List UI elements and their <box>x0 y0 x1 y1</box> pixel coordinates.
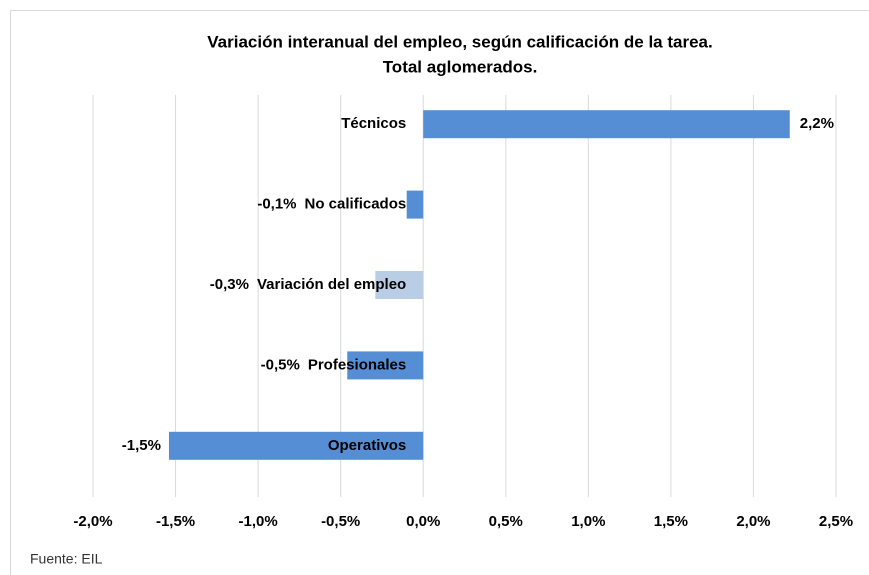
value-label: -0,1% <box>257 196 296 213</box>
x-tick-label: 0,0% <box>406 513 440 530</box>
chart-border <box>10 10 869 575</box>
bar <box>168 431 424 460</box>
x-tick-label: 2,5% <box>819 513 853 530</box>
bar <box>423 110 790 139</box>
bar <box>347 351 424 380</box>
chart-title: Total aglomerados. <box>383 57 538 76</box>
value-label: -0,5% <box>261 356 300 373</box>
source-note: Fuente: EIL <box>30 551 103 567</box>
category-label: Variación del empleo <box>257 276 406 293</box>
category-label: Técnicos <box>341 115 406 132</box>
x-tick-label: -1,0% <box>239 513 278 530</box>
value-label: -0,3% <box>210 276 249 293</box>
category-label: Profesionales <box>308 356 406 373</box>
x-tick-label: -1,5% <box>156 513 195 530</box>
x-tick-label: -0,5% <box>321 513 360 530</box>
x-tick-label: 1,0% <box>571 513 605 530</box>
chart-title: Variación interanual del empleo, según c… <box>207 32 712 51</box>
x-tick-label: 2,0% <box>736 513 770 530</box>
x-tick-label: 0,5% <box>489 513 523 530</box>
x-tick-label: -2,0% <box>73 513 112 530</box>
category-label: Operativos <box>328 437 406 454</box>
category-label: No calificados <box>305 196 407 213</box>
bar <box>406 190 424 219</box>
bar <box>375 271 424 299</box>
value-label: -1,5% <box>122 437 161 454</box>
value-label: 2,2% <box>800 115 834 132</box>
x-tick-label: 1,5% <box>654 513 688 530</box>
